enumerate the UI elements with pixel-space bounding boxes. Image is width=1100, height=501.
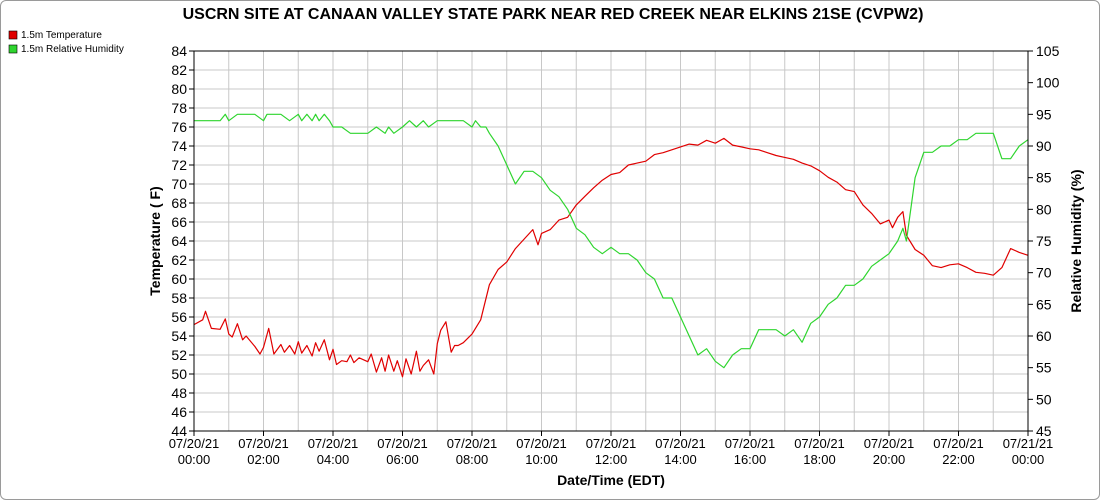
y-tick-label-left: 46 <box>171 404 187 420</box>
x-tick-label-time: 00:00 <box>178 452 211 467</box>
y-tick-label-left: 52 <box>171 347 187 363</box>
y-tick-label-left: 48 <box>171 385 187 401</box>
y-tick-label-right: 50 <box>1036 391 1052 407</box>
legend-swatch-temperature <box>8 30 18 40</box>
x-tick-label-time: 20:00 <box>873 452 906 467</box>
x-axis-label: Date/Time (EDT) <box>557 472 665 488</box>
y-tick-label-left: 80 <box>171 81 187 97</box>
y-tick-label-right: 45 <box>1036 423 1052 439</box>
x-tick-label-time: 22:00 <box>942 452 975 467</box>
y-tick-label-right: 75 <box>1036 233 1052 249</box>
x-tick-label-date: 07/20/21 <box>169 436 220 451</box>
y-tick-label-left: 78 <box>171 100 187 116</box>
y-ticks-left: 44 46 48 50 52 54 56 58 60 62 64 66 68 70 72 74 76 78 80 82… <box>171 43 194 439</box>
x-tick-label-time: 06:00 <box>386 452 419 467</box>
y-tick-label-left: 50 <box>171 366 187 382</box>
legend-label-humidity: 1.5m Relative Humidity <box>21 44 124 55</box>
x-tick-label-date: 07/20/21 <box>308 436 359 451</box>
y-tick-label-right: 55 <box>1036 360 1052 376</box>
x-tick-label-time: 18:00 <box>803 452 836 467</box>
y-tick-label-right: 65 <box>1036 296 1052 312</box>
x-ticks: 07/20/2100:0007/20/2102:0007/20/2104:000… <box>169 431 1054 467</box>
x-tick-label-time: 14:00 <box>664 452 697 467</box>
series-lines <box>193 113 1029 378</box>
x-tick-label-date: 07/21/21 <box>1003 436 1054 451</box>
x-tick-label-time: 08:00 <box>456 452 489 467</box>
x-tick-label-date: 07/20/21 <box>725 436 776 451</box>
y-tick-label-left: 64 <box>171 233 187 249</box>
y-tick-label-left: 56 <box>171 309 187 325</box>
x-tick-label-date: 07/20/21 <box>377 436 428 451</box>
y-tick-label-right: 70 <box>1036 265 1052 281</box>
chart-title: USCRN SITE AT CANAAN VALLEY STATE PARK N… <box>183 6 924 23</box>
y-tick-label-right: 90 <box>1036 138 1052 154</box>
y-tick-label-left: 62 <box>171 252 187 268</box>
y-tick-label-right: 80 <box>1036 201 1052 217</box>
x-tick-label-date: 07/20/21 <box>447 436 498 451</box>
y-tick-label-left: 72 <box>171 157 187 173</box>
y-tick-label-left: 44 <box>171 423 187 439</box>
y-tick-label-left: 68 <box>171 195 187 211</box>
y-tick-label-left: 70 <box>171 176 187 192</box>
legend-label-temperature: 1.5m Temperature <box>21 30 102 41</box>
x-tick-label-time: 04:00 <box>317 452 350 467</box>
series-line-humidity <box>194 113 1029 369</box>
x-tick-label-date: 07/20/21 <box>516 436 567 451</box>
y-tick-label-left: 82 <box>171 62 187 78</box>
y-tick-label-left: 84 <box>171 43 187 59</box>
x-tick-label-date: 07/20/21 <box>864 436 915 451</box>
y-tick-label-right: 105 <box>1036 43 1060 59</box>
y-axis-label-left: Temperature ( F) <box>147 186 163 295</box>
y-tick-label-left: 54 <box>171 328 187 344</box>
y-tick-label-right: 60 <box>1036 328 1052 344</box>
y-tick-label-left: 76 <box>171 119 187 135</box>
y-tick-label-right: 95 <box>1036 106 1052 122</box>
y-tick-label-left: 74 <box>171 138 187 154</box>
x-tick-label-time: 10:00 <box>525 452 558 467</box>
x-tick-label-time: 00:00 <box>1012 452 1045 467</box>
legend-swatch-humidity <box>8 44 18 54</box>
y-axis-label-right: Relative Humidity (%) <box>1068 169 1084 312</box>
y-ticks-right: 45 50 55 60 65 70 75 80 85 90 95 100 105 <box>1028 43 1060 439</box>
y-tick-label-right: 100 <box>1036 75 1060 91</box>
y-tick-label-right: 85 <box>1036 170 1052 186</box>
grid <box>194 50 1028 432</box>
x-tick-label-time: 12:00 <box>595 452 628 467</box>
plot-border <box>193 50 1029 432</box>
x-tick-label-time: 02:00 <box>247 452 280 467</box>
x-tick-label-date: 07/20/21 <box>238 436 289 451</box>
series-line-temperature <box>193 137 1029 378</box>
y-tick-label-left: 58 <box>171 290 187 306</box>
x-tick-label-date: 07/20/21 <box>655 436 706 451</box>
legend: 1.5m Temperature 1.5m Relative Humidity <box>8 30 124 55</box>
x-tick-label-date: 07/20/21 <box>586 436 637 451</box>
y-tick-label-left: 60 <box>171 271 187 287</box>
x-tick-label-date: 07/20/21 <box>794 436 845 451</box>
x-tick-label-time: 16:00 <box>734 452 767 467</box>
x-tick-label-date: 07/20/21 <box>933 436 984 451</box>
y-tick-label-left: 66 <box>171 214 187 230</box>
